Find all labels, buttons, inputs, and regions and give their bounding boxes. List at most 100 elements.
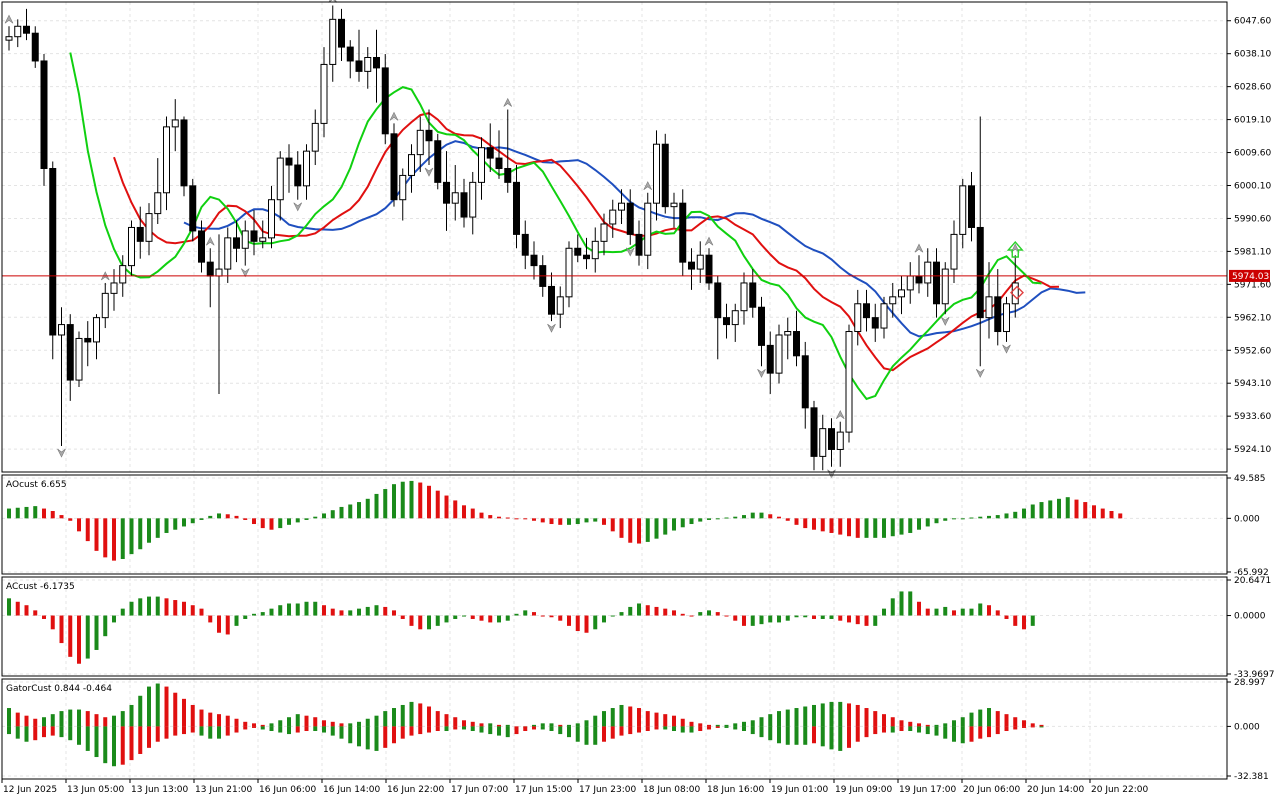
ac-bar [855, 615, 860, 625]
gator-lower-bar [637, 726, 641, 733]
gator-lower-bar [864, 726, 869, 738]
bull-candle [268, 199, 275, 239]
gator-lower-bar [120, 726, 125, 765]
ac-bar [374, 605, 379, 616]
ao-bar [925, 518, 930, 527]
gator-upper-bar [794, 708, 799, 727]
ac-bar [934, 608, 939, 616]
gator-upper-bar [418, 703, 423, 727]
gator-indicator-pane[interactable]: GatorCust 0.844 -0.464 28.997 0.000 -32.38… [1, 678, 1269, 782]
ac-bar [278, 605, 283, 616]
gator-upper-bar [234, 718, 239, 727]
gator-lower-bar [855, 726, 860, 742]
bear-candle [460, 192, 468, 218]
ao-bar [1057, 498, 1061, 519]
bear-candle [136, 226, 144, 242]
main-price-pane[interactable]: 6047.60 6038.10 6028.60 6019.10 6009.60 6000.… [1, 0, 1271, 479]
bear-candle [758, 306, 765, 346]
gator-upper-bar [94, 714, 99, 727]
gator-upper-bar [838, 701, 843, 727]
bull-candle [119, 265, 127, 284]
gator-upper-bar [365, 718, 370, 727]
ao-bar [295, 518, 300, 523]
bull-candle [154, 192, 162, 215]
ao-bar [1074, 499, 1079, 519]
gator-lower-bar [400, 726, 405, 739]
ao-title: AOcust 6.655 [6, 480, 67, 490]
bull-candle [224, 237, 232, 270]
ac-indicator-pane[interactable]: ACcust -6.1735 20.6471 0.0000 -33.9697 [1, 576, 1274, 680]
ac-bar [15, 601, 20, 616]
ac-bar [602, 615, 606, 623]
time-axis-label: 19 Jun 01:00 [771, 785, 828, 795]
ac-bar [899, 591, 904, 616]
bear-candle [40, 60, 48, 169]
ac-bar [707, 610, 711, 616]
ao-bar [112, 518, 116, 561]
bull-candle [731, 310, 739, 326]
gator-lower-bar [672, 726, 676, 732]
bull-candle [145, 213, 153, 242]
main-axis-label: 5962.10 [1234, 313, 1271, 323]
ac-bar [978, 603, 983, 616]
gator-lower-bar [103, 726, 108, 764]
main-axis-label: 6038.10 [1234, 50, 1271, 60]
gator-lower-bar [890, 726, 895, 733]
gator-upper-bar [1030, 723, 1035, 727]
ao-bar [50, 511, 55, 519]
gator-upper-bar [750, 720, 755, 727]
gator-upper-bar [715, 724, 720, 727]
gator-upper-bar [864, 708, 869, 727]
gator-lower-bar [112, 726, 116, 767]
ac-bar [540, 615, 545, 617]
gator-upper-bar [488, 723, 493, 727]
bear-candle [749, 282, 757, 308]
bull-candle [880, 303, 888, 329]
bear-candle [933, 261, 940, 305]
bear-candle [968, 185, 975, 228]
bear-candle [548, 285, 555, 315]
ao-bar [987, 515, 991, 519]
bull-candle [75, 337, 83, 381]
ao-axis-label: 49.585 [1234, 474, 1266, 484]
ao-bar [829, 518, 834, 533]
ao-bar [698, 518, 703, 522]
ao-bar [287, 518, 291, 525]
gator-lower-bar [269, 726, 274, 732]
ac-axis: 20.6471 0.0000 -33.9697 [1227, 576, 1274, 680]
bear-candle [994, 296, 1002, 333]
fractal-down-marker [293, 202, 303, 212]
ao-bar [952, 518, 956, 520]
gator-upper-bar [77, 709, 81, 727]
ac-bar [155, 596, 160, 616]
gator-lower-bar [1022, 726, 1026, 728]
ac-bar [295, 603, 300, 616]
ac-bar [348, 610, 353, 616]
gator-upper-bar [147, 686, 151, 727]
ao-bar [497, 516, 501, 519]
gator-axis-label: -32.381 [1234, 772, 1269, 782]
bull-candle [941, 268, 949, 305]
gator-lower-bar [995, 726, 1000, 735]
ao-indicator-pane[interactable]: AOcust 6.655 49.585 0.000 -65.992 [1, 474, 1269, 578]
fractal-up-marker [503, 97, 513, 107]
ao-bar [42, 508, 46, 519]
bull-candle [14, 25, 22, 38]
gator-title: GatorCust 0.844 -0.464 [6, 684, 112, 694]
ac-bar [462, 615, 466, 617]
gator-lower-bar [1013, 726, 1018, 730]
bull-candle [320, 63, 328, 124]
bear-candle [863, 303, 870, 319]
bear-candle [443, 181, 450, 204]
main-axis-label: 5943.10 [1234, 379, 1271, 389]
ac-bar [733, 615, 738, 621]
gator-upper-bar [295, 714, 300, 727]
gator-upper-bar [374, 715, 379, 727]
bull-candle [950, 233, 958, 270]
main-axis-label: 5952.60 [1234, 346, 1271, 356]
ac-bar [129, 601, 134, 616]
gator-upper-bar [724, 724, 729, 727]
bear-candle [793, 331, 800, 357]
gator-lower-bar [234, 726, 239, 733]
gator-upper-bar [453, 717, 458, 727]
